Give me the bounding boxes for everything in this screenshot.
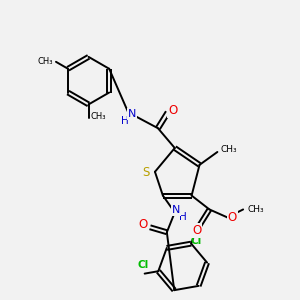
Text: CH₃: CH₃ <box>220 146 237 154</box>
Text: Cl: Cl <box>190 236 202 246</box>
Text: O: O <box>168 104 177 117</box>
Text: Cl: Cl <box>137 260 148 270</box>
Text: O: O <box>138 218 148 231</box>
Text: N: N <box>172 206 180 215</box>
Text: N: N <box>128 109 136 119</box>
Text: CH₃: CH₃ <box>38 57 53 66</box>
Text: O: O <box>228 211 237 224</box>
Text: H: H <box>122 116 129 126</box>
Text: S: S <box>142 166 150 179</box>
Text: CH₃: CH₃ <box>247 205 264 214</box>
Text: H: H <box>179 212 187 222</box>
Text: O: O <box>192 224 201 237</box>
Text: CH₃: CH₃ <box>91 112 106 121</box>
